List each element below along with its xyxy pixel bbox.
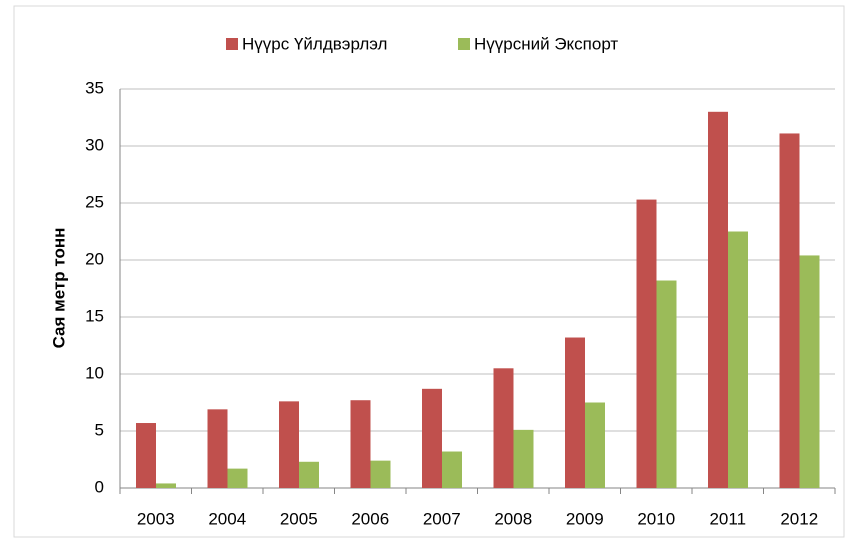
bar [728,231,748,488]
bar [708,111,728,489]
y-tick-label: 0 [95,477,104,496]
bar [207,409,228,488]
bar [513,429,534,488]
legend-swatch [226,38,238,50]
x-tick-label: 2010 [637,509,675,528]
legend-label: Нүүрс Үйлдвэрлэл [242,34,387,53]
x-tick-label: 2006 [351,509,389,528]
y-tick-label: 15 [85,306,104,325]
x-tick-label: 2003 [137,509,175,528]
x-tick-label: 2011 [709,509,746,528]
bar [636,199,657,488]
x-tick-label: 2004 [208,509,246,528]
bar [779,133,800,488]
x-tick-label: 2008 [494,509,532,528]
legend-swatch [458,38,470,50]
bar [656,280,677,488]
y-axis-label: Сая метр тонн [49,228,68,349]
legend-label: Нүүрсний Экспорт [474,34,618,53]
x-tick-label: 2009 [566,509,604,528]
bar [370,460,391,488]
x-tick-label: 2007 [423,509,461,528]
bar [585,402,605,488]
y-tick-label: 35 [85,78,104,97]
bar [350,400,371,488]
y-tick-label: 25 [85,192,104,211]
bar [799,255,820,488]
y-tick-label: 5 [95,420,104,439]
bar [422,388,442,488]
bar [279,401,299,488]
bar [442,451,462,488]
y-tick-label: 20 [85,249,104,268]
y-tick-label: 30 [85,135,104,154]
bar [136,423,156,488]
bar [493,368,514,488]
y-tick-label: 10 [85,363,104,382]
bar [156,483,176,488]
bar [227,468,248,488]
x-tick-label: 2005 [280,509,318,528]
bar [299,461,319,488]
x-tick-label: 2012 [780,509,818,528]
bar [565,337,585,488]
chart-frame [13,5,845,538]
